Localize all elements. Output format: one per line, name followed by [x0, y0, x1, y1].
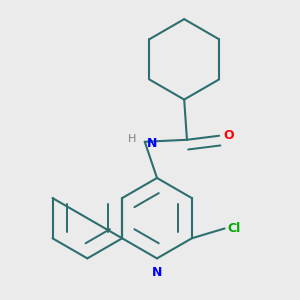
Text: N: N: [152, 266, 162, 279]
Text: O: O: [223, 129, 234, 142]
Text: Cl: Cl: [227, 222, 241, 235]
Text: N: N: [146, 137, 157, 150]
Text: H: H: [128, 134, 136, 144]
